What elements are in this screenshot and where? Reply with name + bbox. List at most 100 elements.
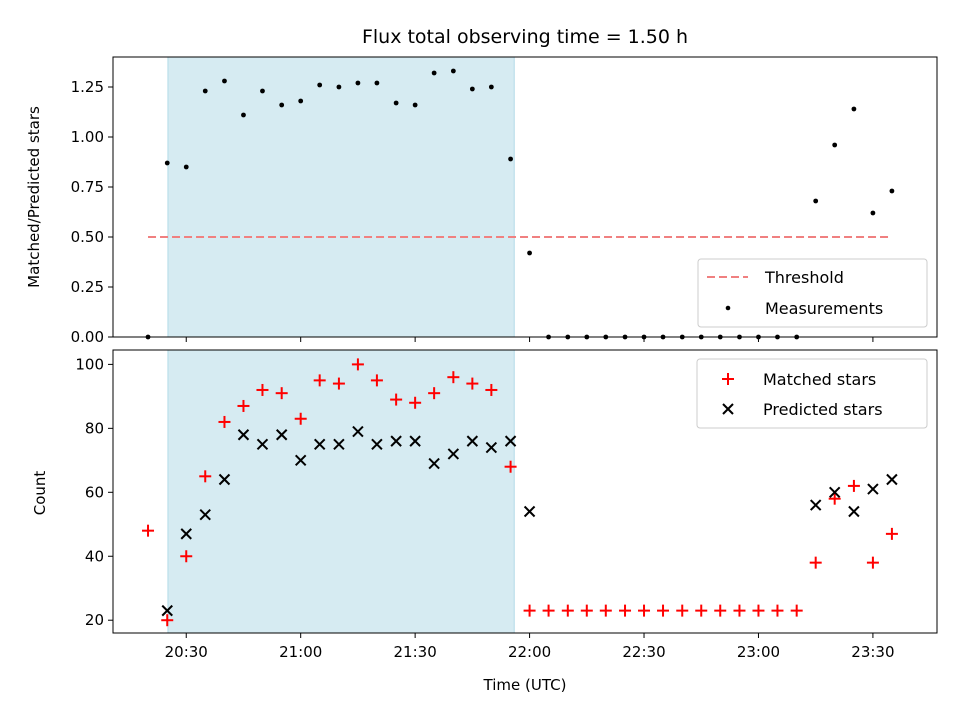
matched-star-point [294,412,307,425]
predicted-star-point [409,435,421,447]
x-stroke [371,438,383,451]
matched-star-point [638,604,651,617]
x-stroke [466,435,479,447]
top-ytick-label: 1.00 [71,128,104,146]
predicted-star-point [180,528,192,540]
matched-star-point [447,371,460,384]
matched-star-point [409,396,422,409]
measurement-point [889,188,895,194]
matched-stars-points [142,358,898,627]
top-ytick-label: 0.50 [71,228,104,246]
matched-star-point [580,604,593,617]
predicted-star-point [886,473,898,486]
predicted-star-point [485,441,498,454]
top-ytick-label: 0.00 [71,328,104,346]
measurement-point [355,80,361,86]
legend-measurements-label: Measurements [765,299,883,318]
measurement-point [832,142,838,148]
predicted-star-point [161,604,173,617]
measurement-point [450,68,456,74]
matched-star-point [237,399,250,412]
matched-star-point [390,393,403,406]
matched-star-point [313,374,326,387]
predicted-star-point [313,438,326,451]
matched-star-point [256,383,269,396]
measurement-point [279,102,285,108]
matched-star-point [370,374,383,387]
predicted-star-point [275,429,288,441]
shaded-observing-window [167,349,515,634]
predicted-star-point [447,448,460,460]
x-stroke [828,486,841,499]
measurement-point [412,102,418,108]
predicted-star-point [867,483,879,495]
matched-star-point [866,556,879,569]
predicted-star-point [256,438,269,451]
x-axis-label: Time (UTC) [483,676,567,694]
matched-star-point [428,387,441,400]
xtick-label: 23:30 [851,643,894,661]
x-stroke [218,473,231,486]
top-axes-frame [112,56,938,338]
legend-matched-swatch [722,373,734,385]
matched-star-point [771,604,784,617]
x-stroke [313,438,326,451]
predicted-star-point [504,435,517,447]
measurement-point [508,156,513,162]
predicted-star-point [199,508,211,521]
top-legend: Threshold Measurements [697,258,928,328]
matched-star-point [733,604,746,617]
measurement-point [527,250,532,256]
bottom-x-ticks: 20:30 21:00 21:30 22:00 22:30 23:00 23:30 [165,633,895,661]
bottom-y-ticks: 20 40 60 80 100 [75,355,113,629]
matched-star-point [523,604,536,617]
x-stroke [256,438,269,451]
legend-matched-label: Matched stars [763,370,876,389]
measurement-point [393,100,399,106]
x-stroke [485,441,498,454]
measurement-point [183,164,189,170]
x-stroke [428,457,440,470]
matched-star-point [676,604,689,617]
measurement-point [260,88,265,94]
measurement-point [298,98,304,104]
ratio-panel: 0.00 0.25 0.50 0.75 1.00 1.25 Flux total obse… [25,26,938,346]
top-y-ticks: 0.00 0.25 0.50 0.75 1.00 1.25 [71,78,113,346]
matched-star-point [752,604,765,617]
count-panel: 20 40 60 80 100 20:30 21:00 21:30 22:00 22:30 23:… [31,349,938,694]
bottom-ytick-label: 20 [85,611,104,629]
bottom-axes-frame [112,349,938,634]
predicted-star-point [390,435,402,447]
xtick-label: 22:00 [508,643,551,661]
xtick-label: 23:00 [737,643,780,661]
x-stroke [161,604,173,617]
measurement-point [813,198,819,204]
top-x-ticks [185,337,874,342]
predicted-star-point [428,457,440,470]
matched-star-point [466,377,479,390]
legend-predicted-label: Predicted stars [763,400,883,419]
matched-star-point [657,604,670,617]
predicted-star-point [237,429,250,441]
measurement-point [870,210,876,216]
x-stroke [523,505,536,518]
measurement-point [241,112,246,118]
matched-star-point [714,604,727,617]
top-ytick-label: 1.25 [71,78,104,96]
legend-threshold-label: Threshold [764,268,844,287]
x-stroke [504,435,517,447]
matched-star-point [790,604,803,617]
xtick-label: 21:30 [394,643,437,661]
predicted-star-point [809,499,822,511]
matched-star-point [218,415,231,428]
bottom-ytick-label: 40 [85,547,104,565]
top-ytick-label: 0.25 [71,278,104,296]
matched-star-point [199,470,212,483]
matched-star-point [619,604,632,617]
x-stroke [333,438,345,451]
x-stroke [390,435,402,447]
legend-predicted-swatch [722,403,734,415]
predicted-star-point [466,435,479,447]
x-stroke [447,448,460,460]
matched-star-point [351,358,364,371]
